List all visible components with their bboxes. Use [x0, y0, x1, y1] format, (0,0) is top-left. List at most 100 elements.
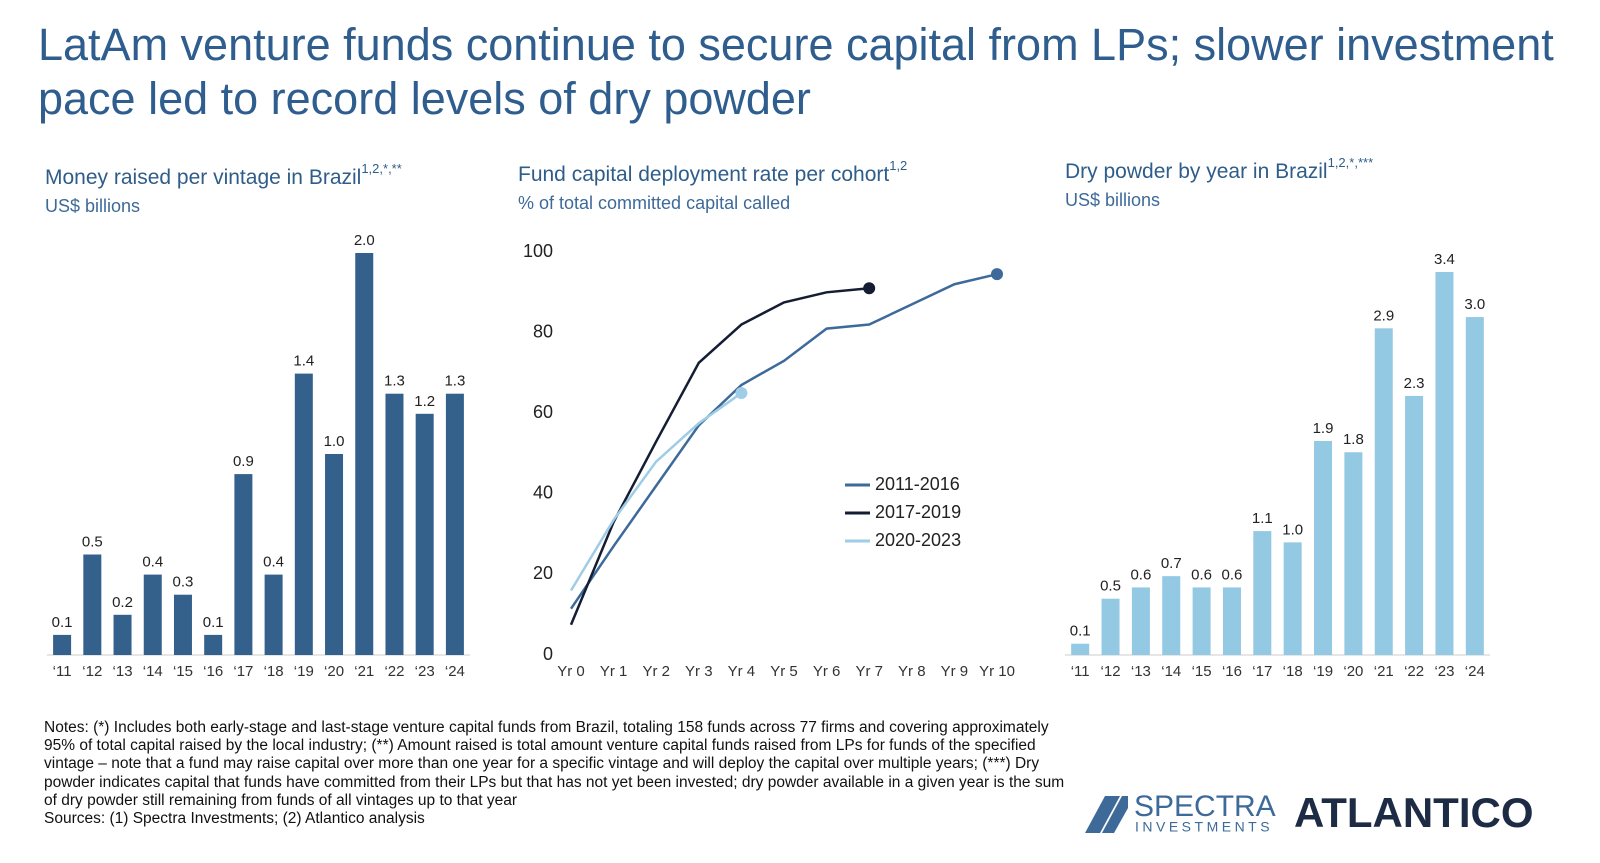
logo-stripe — [1085, 796, 1120, 833]
bar — [204, 634, 223, 655]
bar — [385, 393, 404, 655]
bar — [234, 474, 253, 655]
bar — [1314, 440, 1333, 655]
value-label: 1.0 — [324, 433, 345, 450]
end-marker — [735, 387, 748, 400]
x-tick-label: Yr 2 — [642, 663, 670, 680]
chart-title-superscript: 1,2,*,*** — [1328, 155, 1374, 170]
x-tick-label: ‘15 — [173, 663, 193, 680]
bar — [294, 373, 313, 655]
value-label: 1.1 — [1252, 510, 1273, 527]
chart-title: Dry powder by year in Brazil1,2,*,*** — [1065, 155, 1373, 182]
x-tick-label: Yr 4 — [728, 663, 756, 680]
value-label: 0.3 — [173, 574, 194, 591]
x-tick-label: ‘23 — [415, 663, 435, 680]
logo-stripe — [1102, 796, 1128, 833]
bar — [1131, 587, 1150, 655]
x-tick-label: ‘20 — [1343, 663, 1363, 680]
chart-title-text: Money raised per vintage in Brazil — [45, 166, 361, 189]
x-tick-label: ‘13 — [1131, 663, 1151, 680]
chart-title: Money raised per vintage in Brazil1,2,*,… — [45, 161, 402, 188]
value-label: 1.0 — [1282, 521, 1303, 538]
chart-title-text: Fund capital deployment rate per cohort — [518, 163, 889, 186]
value-label: 2.0 — [354, 232, 375, 249]
value-label: 0.1 — [52, 614, 73, 631]
bar — [1344, 452, 1363, 655]
x-tick-label: ‘13 — [113, 663, 133, 680]
logo-text: ATLANTICO — [1294, 789, 1534, 836]
x-tick-label: Yr 3 — [685, 663, 713, 680]
bar — [1405, 395, 1424, 655]
logo-subtext: INVESTMENTS — [1135, 819, 1273, 835]
x-tick-label: ‘14 — [143, 663, 163, 680]
value-label: 1.4 — [293, 353, 314, 370]
bar — [113, 614, 132, 655]
x-tick-label: ‘15 — [1192, 663, 1212, 680]
chart-subtitle: US$ billions — [1065, 190, 1160, 210]
value-label: 0.5 — [82, 533, 103, 550]
x-tick-label: ‘19 — [294, 663, 314, 680]
value-label: 0.1 — [203, 614, 224, 631]
chart-title-text: Dry powder by year in Brazil — [1065, 160, 1328, 183]
value-label: 1.3 — [384, 373, 405, 390]
x-tick-label: Yr 7 — [855, 663, 883, 680]
value-label: 3.4 — [1434, 251, 1455, 268]
x-tick-label: Yr 5 — [770, 663, 798, 680]
notes-text: Notes: (*) Includes both early-stage and… — [44, 719, 1065, 809]
x-tick-label: ‘20 — [324, 663, 344, 680]
y-tick-label: 0 — [543, 644, 553, 664]
sources-text: Sources: (1) Spectra Investments; (2) At… — [44, 810, 425, 828]
x-tick-label: ‘19 — [1313, 663, 1333, 680]
page-title: LatAm venture funds continue to secure c… — [38, 19, 1554, 124]
value-label: 2.3 — [1404, 375, 1425, 392]
bar — [1101, 598, 1120, 655]
x-tick-label: Yr 6 — [813, 663, 841, 680]
x-tick-label: Yr 0 — [557, 663, 585, 680]
value-label: 0.4 — [142, 554, 163, 571]
bar — [1253, 531, 1272, 655]
x-tick-label: ‘17 — [1252, 663, 1272, 680]
y-tick-label: 100 — [523, 241, 553, 261]
x-tick-label: ‘16 — [1222, 663, 1242, 680]
bar — [173, 594, 192, 655]
bar — [1071, 643, 1090, 655]
value-label: 0.9 — [233, 453, 254, 470]
x-tick-label: Yr 9 — [941, 663, 969, 680]
x-tick-label: Yr 10 — [979, 663, 1015, 680]
value-label: 0.1 — [1070, 623, 1091, 640]
legend-label: 2020-2023 — [875, 530, 961, 550]
bar — [1465, 317, 1484, 655]
bar — [264, 574, 283, 655]
line — [569, 272, 998, 610]
x-tick-label: ‘18 — [1283, 663, 1303, 680]
line — [569, 287, 870, 626]
x-tick-label: ‘12 — [82, 663, 102, 680]
chart-subtitle: % of total committed capital called — [518, 193, 790, 213]
x-tick-label: ‘24 — [445, 663, 465, 680]
x-tick-label: ‘12 — [1101, 663, 1121, 680]
value-label: 1.2 — [414, 393, 435, 410]
bar — [445, 393, 464, 655]
x-tick-label: Yr 1 — [600, 663, 628, 680]
logo-text: SPECTRA — [1134, 790, 1276, 823]
x-tick-label: ‘17 — [233, 663, 253, 680]
value-label: 0.5 — [1100, 578, 1121, 595]
notes: Notes: (*) Includes both early-stage and… — [44, 719, 1074, 828]
x-tick-label: ‘22 — [384, 663, 404, 680]
x-tick-label: ‘11 — [1071, 663, 1090, 680]
bar — [1374, 328, 1393, 655]
y-tick-label: 80 — [533, 321, 553, 341]
x-tick-label: ‘21 — [1374, 663, 1394, 680]
bar — [1222, 587, 1241, 655]
x-tick-label: ‘21 — [354, 663, 374, 680]
value-label: 0.2 — [112, 594, 133, 611]
bar — [1192, 587, 1211, 655]
bar — [1283, 542, 1302, 655]
value-label: 0.7 — [1161, 555, 1182, 572]
legend-label: 2017-2019 — [875, 502, 961, 522]
end-marker — [991, 268, 1003, 281]
x-tick-label: Yr 8 — [898, 663, 926, 680]
value-label: 1.9 — [1313, 420, 1334, 437]
value-label: 0.4 — [263, 554, 284, 571]
